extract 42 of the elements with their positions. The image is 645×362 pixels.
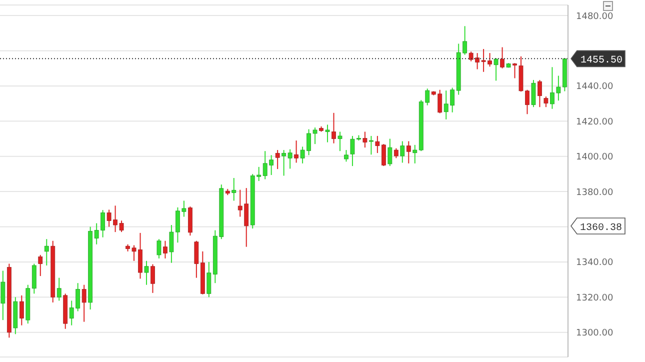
y-tick-label: 1340.00 (576, 258, 614, 268)
text: 1360.38 (580, 223, 622, 234)
candlestick (406, 140, 411, 164)
candlestick (544, 96, 548, 108)
candlestick (32, 263, 36, 294)
candlestick (56, 277, 62, 302)
candlestick (412, 144, 418, 164)
candlestick (362, 131, 368, 148)
y-tick-label: 1400.00 (576, 152, 614, 163)
candlestick (294, 140, 298, 164)
candlestick (275, 150, 280, 170)
y-tick-label: 1440.00 (576, 82, 614, 92)
candlestick (394, 148, 398, 159)
ref-line-label: 1455.50 (580, 56, 623, 67)
y-tick-label: 1300.00 (576, 328, 614, 339)
candlestick (500, 46, 504, 69)
y-tick-label: 1480.00 (576, 12, 614, 22)
candlestick (19, 294, 24, 326)
candlestick (232, 178, 236, 202)
candlestick (156, 238, 162, 259)
candlestick (369, 135, 374, 156)
y-tick-label: 1380.00 (576, 188, 614, 198)
candlestick (144, 260, 149, 286)
candlestick (0, 270, 6, 321)
candlestick (163, 240, 168, 259)
candlestick (538, 79, 542, 108)
candlestick (400, 140, 405, 164)
candlestick (332, 112, 336, 144)
candlestick (82, 284, 86, 322)
candlestick (494, 58, 498, 82)
candlestick (388, 138, 392, 167)
candlestick (150, 264, 155, 294)
candlestick (338, 131, 342, 152)
candlestick (512, 62, 517, 79)
candlestick (344, 150, 348, 162)
candlestick (206, 261, 212, 298)
candlestick (531, 79, 536, 108)
y-tick-label: 1320.00 (576, 293, 614, 304)
candlestick (38, 254, 43, 277)
y-tick-label: 1420.00 (576, 117, 614, 128)
candlestick (325, 124, 330, 143)
candlestick (44, 238, 49, 266)
